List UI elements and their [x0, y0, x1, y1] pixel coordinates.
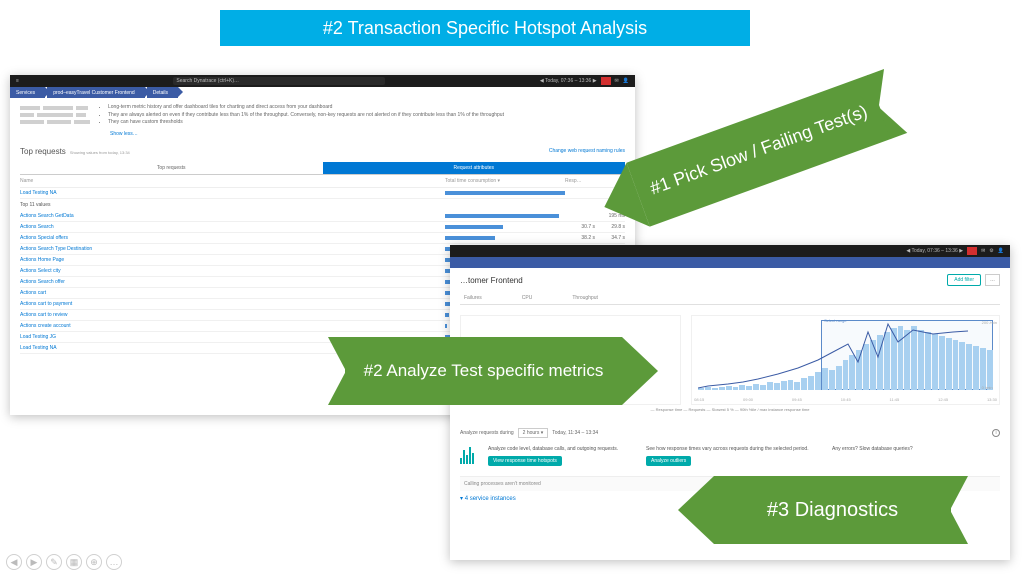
table-row[interactable]: Actions Search GetData195 ms	[20, 211, 625, 222]
app-topbar-2: ◀ Today, 07:36 – 13:36 ▶ ✉ ⚙ 👤	[450, 245, 1010, 257]
slide-controls: ◀ ▶ ✎ ▦ ⊕ …	[6, 554, 122, 570]
prev-icon[interactable]: ◀	[6, 554, 22, 570]
callout-arrow-2: #2 Analyze Test specific metrics	[328, 337, 658, 405]
tab-top-requests[interactable]: Top requests	[20, 162, 323, 175]
col-name[interactable]: Name	[20, 178, 445, 184]
col-time[interactable]: Total time consumption ▾	[445, 178, 565, 184]
callout-arrow-1: #1 Pick Slow / Failing Test(s)	[593, 69, 908, 239]
change-rules-link[interactable]: Change web request naming rules	[549, 148, 625, 154]
tab-request-attributes[interactable]: Request attributes	[323, 162, 626, 175]
analyze-outliers-button[interactable]: Analyze outliers	[646, 456, 691, 466]
y-axis-right: 200 /min 0 /min	[982, 320, 997, 390]
table-row[interactable]: Actions Special offers38.2 s34.7 s	[20, 233, 625, 244]
zoom-icon[interactable]: ⊕	[86, 554, 102, 570]
box-errors: Any errors? Slow database queries?	[832, 446, 1000, 466]
table-row[interactable]: Load Testing NA	[20, 188, 625, 199]
chat-icon[interactable]: ✉	[981, 248, 985, 254]
metric-tabs: Failures CPU Throughput	[460, 292, 1000, 305]
alert-badge-2[interactable]	[967, 247, 977, 255]
duration-select[interactable]: 2 hours ▾	[518, 428, 549, 438]
alert-badge[interactable]	[601, 77, 611, 85]
box-outliers: See how response times vary across reque…	[646, 446, 814, 466]
chart-throughput[interactable]: Select range 200 /min 0 /min 08:1509:000…	[691, 315, 1000, 405]
info-icon[interactable]: i	[992, 429, 1000, 437]
settings-icon[interactable]: ⚙	[989, 248, 993, 254]
view-hotspots-button[interactable]: View response time hotspots	[488, 456, 562, 466]
chat-icon[interactable]: ✉	[615, 78, 619, 84]
response-line	[698, 322, 978, 390]
tab-throughput[interactable]: Throughput	[572, 292, 598, 304]
section-title: Top requestsShowing values from today, 1…	[10, 143, 635, 158]
service-title: …tomer Frontend	[460, 276, 523, 285]
hamburger-icon[interactable]: ≡	[16, 78, 19, 84]
breadcrumb: Services prod–easyTravel Customer Fronte…	[10, 87, 635, 98]
analyze-row: Analyze requests during 2 hours ▾ Today,…	[460, 428, 1000, 438]
time-range[interactable]: ◀ Today, 07:36 – 13:36 ▶	[540, 78, 597, 84]
breadcrumb-service-name[interactable]: prod–easyTravel Customer Frontend	[47, 87, 145, 98]
user-icon[interactable]: 👤	[623, 78, 629, 84]
breadcrumb-details[interactable]: Details	[147, 87, 178, 98]
more-icon[interactable]: …	[106, 554, 122, 570]
grid-icon[interactable]: ▦	[66, 554, 82, 570]
add-filter-button[interactable]: Add filter	[947, 274, 981, 286]
time-range-2[interactable]: ◀ Today, 07:36 – 13:36 ▶	[906, 248, 963, 254]
tabs: Top requests Request attributes	[20, 162, 625, 175]
info-text: Long-term metric history and offer dashb…	[100, 104, 625, 127]
breadcrumb-services[interactable]: Services	[10, 87, 45, 98]
chart-legend: — Response time — Requests — Slowest 5 %…	[460, 407, 1000, 412]
info-block: Long-term metric history and offer dashb…	[10, 98, 635, 129]
box-hotspots: Analyze code level, database calls, and …	[460, 446, 628, 466]
show-less-link[interactable]: Show less…	[110, 131, 635, 137]
app-topbar: ≡ Search Dynatrace (ctrl+K)… ◀ Today, 07…	[10, 75, 635, 87]
slide-title: #2 Transaction Specific Hotspot Analysis	[220, 10, 750, 46]
tab-cpu[interactable]: CPU	[522, 292, 533, 304]
placeholder-graphic	[20, 104, 90, 127]
pen-icon[interactable]: ✎	[46, 554, 62, 570]
slide-title-text: #2 Transaction Specific Hotspot Analysis	[323, 18, 647, 39]
more-button[interactable]: …	[985, 274, 1000, 286]
sub-header: Top 11 values	[20, 199, 625, 211]
table-row[interactable]: Actions Search30.7 s29.8 s	[20, 222, 625, 233]
bars-icon	[460, 446, 482, 464]
tab-failures[interactable]: Failures	[464, 292, 482, 304]
x-axis: 08:1509:0009:4510:4511:4512:4513:30	[694, 397, 997, 402]
callout-arrow-3: #3 Diagnostics	[678, 476, 968, 544]
search-input[interactable]: Search Dynatrace (ctrl+K)…	[173, 77, 385, 85]
user-icon[interactable]: 👤	[998, 248, 1004, 254]
next-icon[interactable]: ▶	[26, 554, 42, 570]
